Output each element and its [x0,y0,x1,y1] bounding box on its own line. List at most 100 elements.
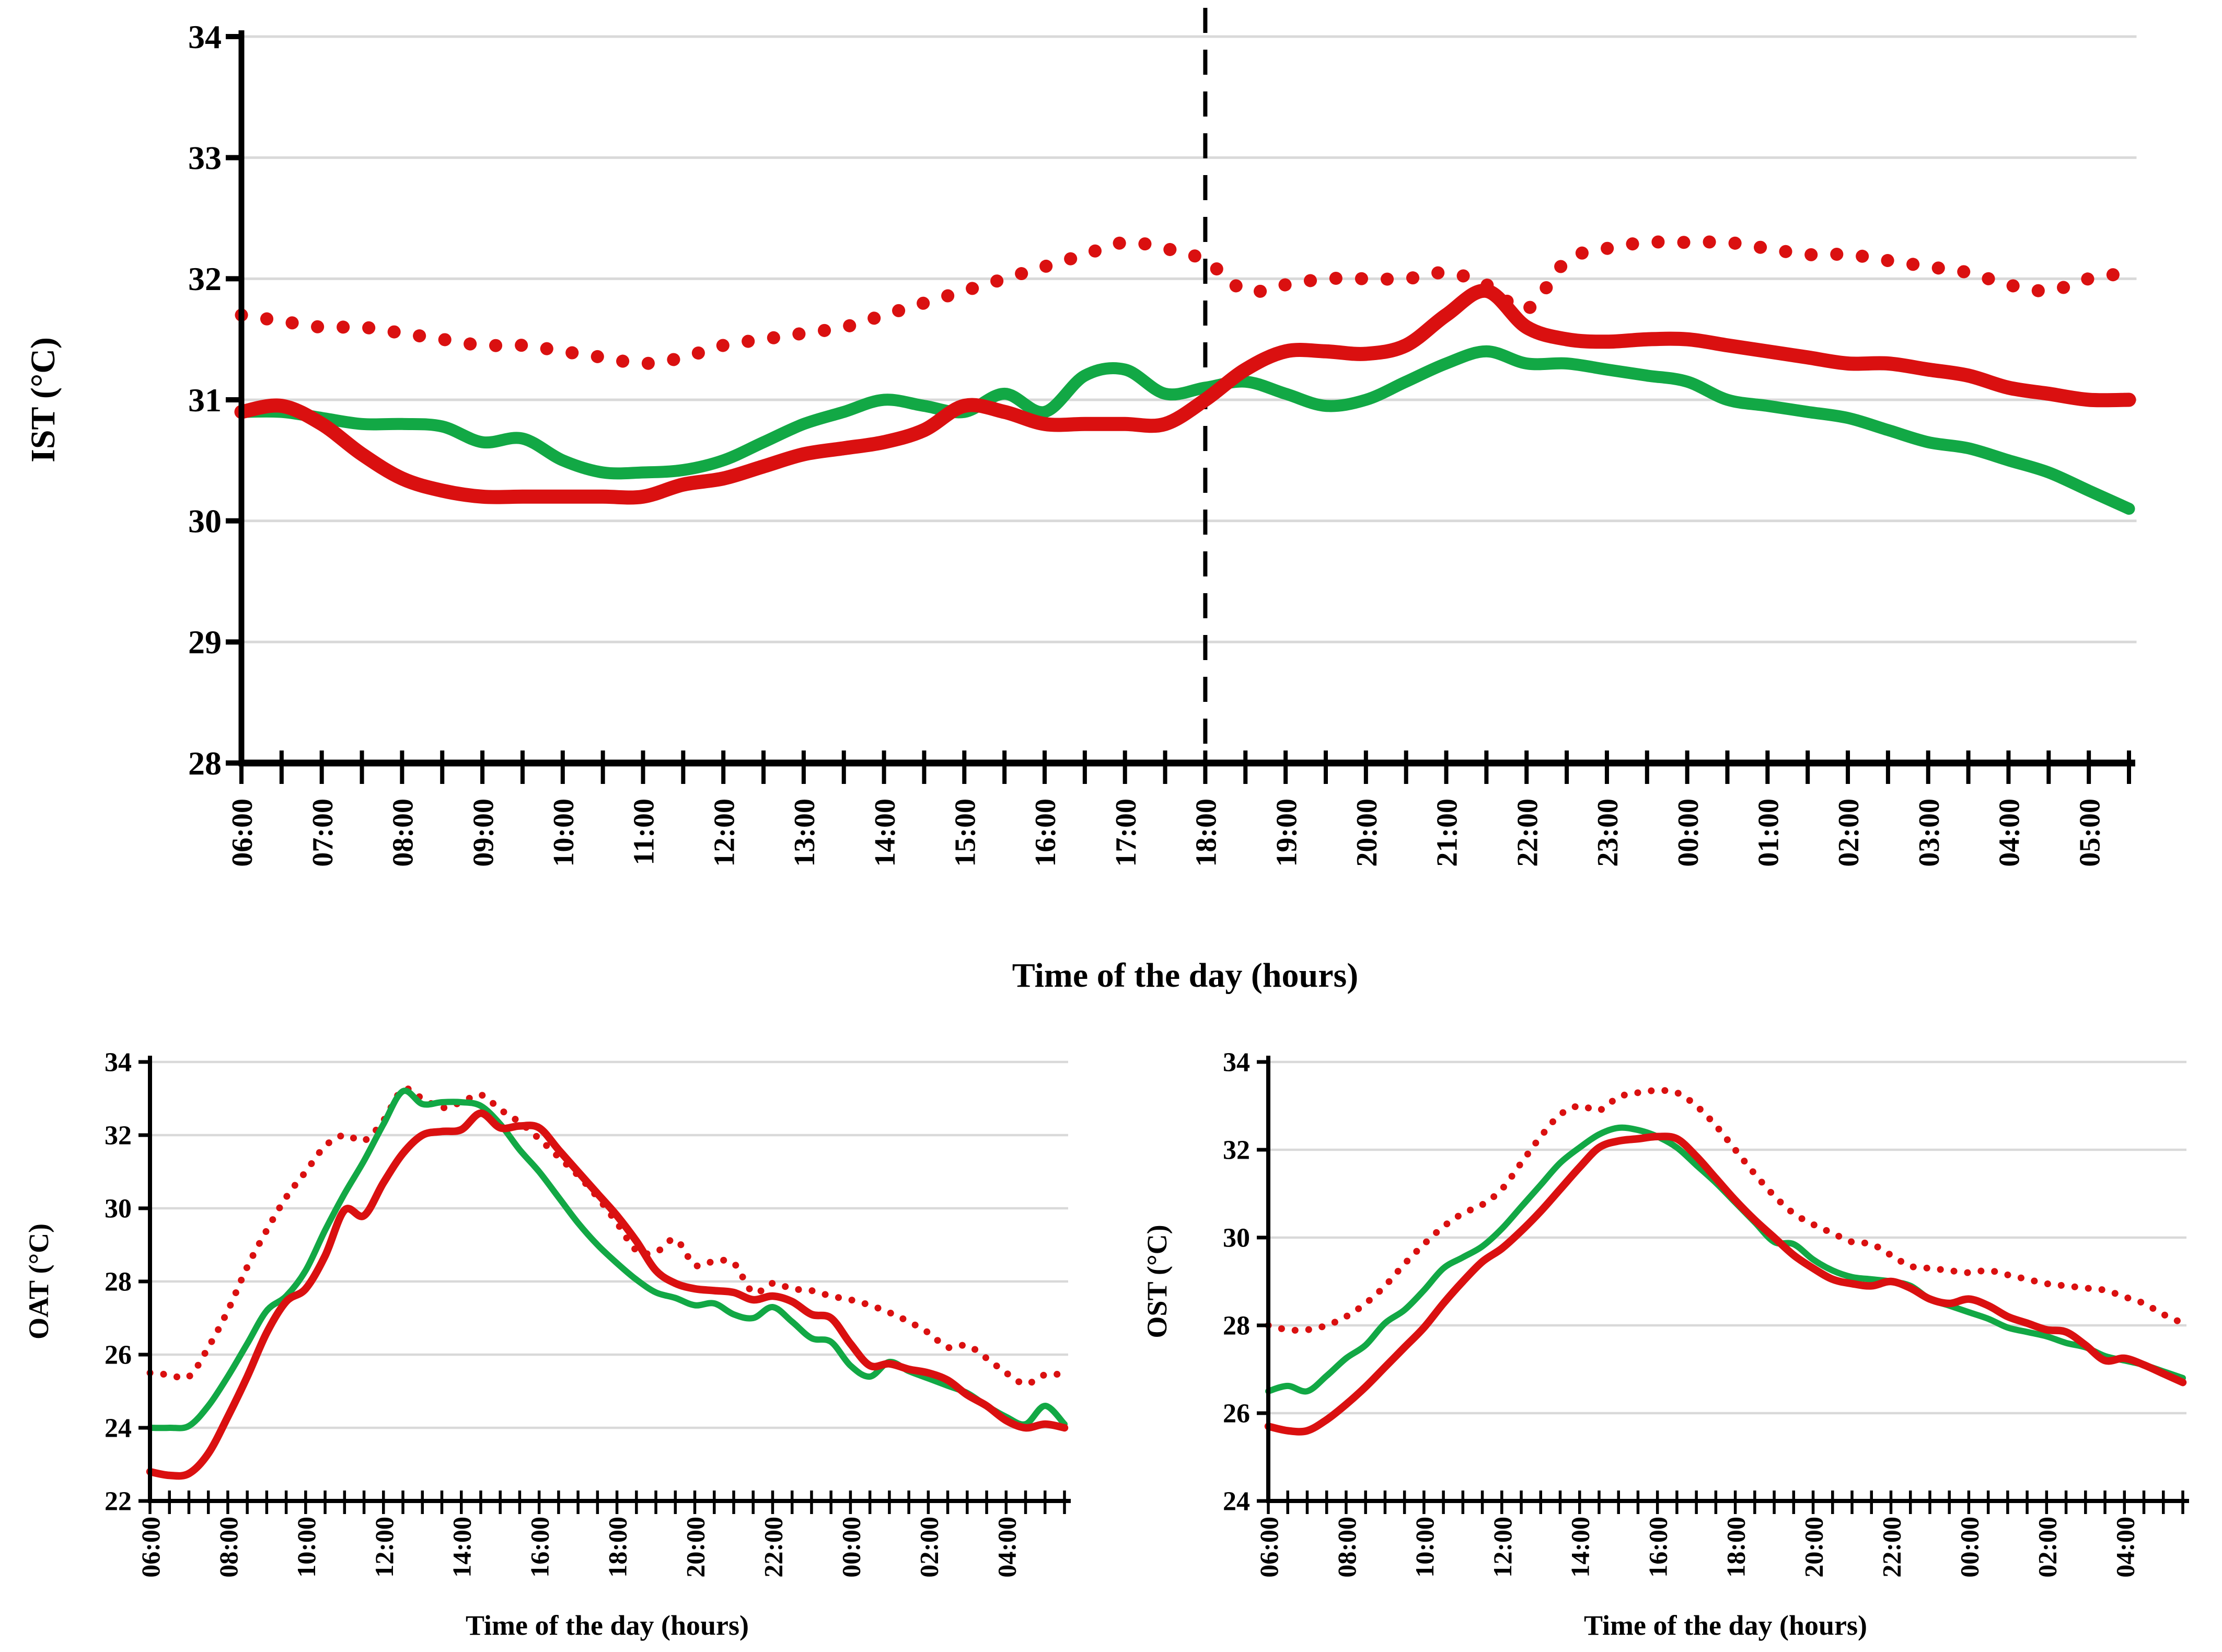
x-tick-label: 12:00 [1488,1517,1517,1578]
series-red-solid [1264,1133,2187,1436]
x-tick-label: 20:00 [1351,799,1383,867]
y-tick-label: 34 [188,18,222,55]
x-tick-label: 00:00 [1954,1517,1984,1578]
x-tick-label: 14:00 [447,1517,477,1578]
x-tick-label: 06:00 [136,1517,165,1578]
y-tick-label: 32 [1223,1136,1250,1165]
y-tick-label: 28 [105,1267,132,1297]
x-tick-label: 00:00 [1672,799,1705,867]
x-tick-label: 08:00 [214,1517,243,1578]
y-axis-title: OAT (°C) [23,1223,54,1339]
x-tick-label: 10:00 [1410,1517,1439,1578]
y-tick-label: 22 [105,1487,132,1517]
axes [138,1056,1071,1514]
y-tick-labels: 22 24 26 28 30 32 34 [105,1048,132,1517]
x-tick-label: 13:00 [789,799,821,867]
x-tick-label: 15:00 [949,799,981,867]
x-axis-title: Time of the day (hours) [1012,956,1358,995]
chart-ist: 28 29 30 31 32 33 34 06:00 07:00 08:00 09:00 10:00 1… [24,8,2137,995]
y-tick-label: 29 [188,623,222,661]
x-tick-labels: 06:00 08:00 10:00 12:00 14:00 16:00 18:00 20:00… [136,1517,1021,1578]
chart-ost: 24 26 28 30 32 34 06:00 08:00 10:00 12:00 14:00 16:… [1141,1048,2189,1641]
x-tick-label: 10:00 [292,1517,321,1578]
x-tick-label: 08:00 [387,799,420,867]
grid-lines [150,1060,1068,1429]
x-axis-title: Time of the day (hours) [1584,1610,1867,1641]
y-tick-label: 30 [105,1194,132,1224]
grid-lines [241,35,2137,643]
x-tick-label: 00:00 [836,1517,865,1578]
y-tick-label: 32 [188,260,222,297]
x-tick-label: 14:00 [869,799,901,867]
x-tick-label: 05:00 [2074,799,2106,867]
x-tick-label: 12:00 [708,799,740,867]
y-tick-label: 28 [188,745,222,782]
y-tick-label: 24 [105,1414,132,1443]
series-group [146,1085,1069,1480]
x-tick-label: 09:00 [467,799,500,867]
x-tick-labels: 06:00 07:00 08:00 09:00 10:00 11:00 12:00 13:00… [226,799,2106,867]
series-red-dotted [146,1085,1068,1388]
y-tick-label: 28 [1223,1311,1250,1341]
x-tick-label: 04:00 [2110,1517,2139,1578]
x-tick-labels: 06:00 08:00 10:00 12:00 14:00 16:00 18:00 20:00… [1254,1517,2139,1578]
y-tick-label: 26 [1223,1399,1250,1429]
x-tick-label: 20:00 [1799,1517,1828,1578]
grid-lines [1268,1060,2186,1415]
x-tick-label: 18:00 [1721,1517,1751,1578]
x-tick-label: 06:00 [1254,1517,1283,1578]
series-red-solid [146,1109,1069,1480]
x-tick-label: 22:00 [1877,1517,1906,1578]
x-tick-label: 16:00 [525,1517,554,1578]
chart-oat: 22 24 26 28 30 32 34 06:00 08:00 10:00 12:00 14:00 1… [23,1048,1071,1641]
x-tick-label: 11:00 [628,799,661,865]
x-tick-label: 04:00 [1994,799,2026,867]
y-axis-title: IST (°C) [24,337,62,463]
x-tick-label: 07:00 [307,799,339,867]
x-tick-label: 16:00 [1029,799,1062,867]
axes [226,30,2135,784]
x-tick-label: 02:00 [1833,799,1865,867]
x-tick-label: 16:00 [1644,1517,1673,1578]
x-axis-title: Time of the day (hours) [466,1610,749,1641]
x-tick-label: 22:00 [1511,799,1544,867]
y-tick-label: 34 [105,1048,132,1078]
y-tick-label: 26 [105,1341,132,1370]
x-tick-label: 12:00 [369,1517,399,1578]
y-tick-label: 30 [1223,1223,1250,1253]
y-tick-labels: 24 26 28 30 32 34 [1223,1048,1250,1517]
y-tick-label: 24 [1223,1487,1250,1517]
x-tick-label: 18:00 [603,1517,632,1578]
x-tick-label: 14:00 [1566,1517,1595,1578]
y-tick-label: 33 [188,139,222,176]
series-group [1264,1087,2187,1436]
series-red-dotted [235,235,2136,370]
x-tick-label: 20:00 [681,1517,710,1578]
x-tick-label: 18:00 [1190,799,1223,867]
y-axis-title: OST (°C) [1141,1224,1173,1338]
x-tick-label: 17:00 [1110,799,1142,867]
x-tick-label: 10:00 [548,799,580,867]
x-tick-label: 03:00 [1913,799,1946,867]
x-tick-label: 04:00 [992,1517,1021,1578]
series-group [234,235,2136,515]
y-tick-labels: 28 29 30 31 32 33 34 [188,18,222,782]
y-tick-label: 34 [1223,1048,1250,1078]
x-tick-label: 19:00 [1270,799,1303,867]
x-tick-label: 02:00 [2032,1517,2062,1578]
x-tick-label: 22:00 [758,1517,788,1578]
series-green-solid [235,345,2135,515]
x-tick-label: 21:00 [1431,799,1464,867]
series-red-solid [234,283,2136,505]
x-tick-label: 01:00 [1753,799,1785,867]
x-tick-label: 23:00 [1592,799,1624,867]
y-tick-label: 32 [105,1121,132,1151]
y-tick-label: 30 [188,502,222,539]
series-green-solid [147,1088,1068,1431]
y-tick-label: 31 [188,382,222,419]
series-red-dotted [1265,1087,2186,1334]
x-tick-label: 06:00 [226,799,259,867]
x-tick-label: 02:00 [914,1517,943,1578]
